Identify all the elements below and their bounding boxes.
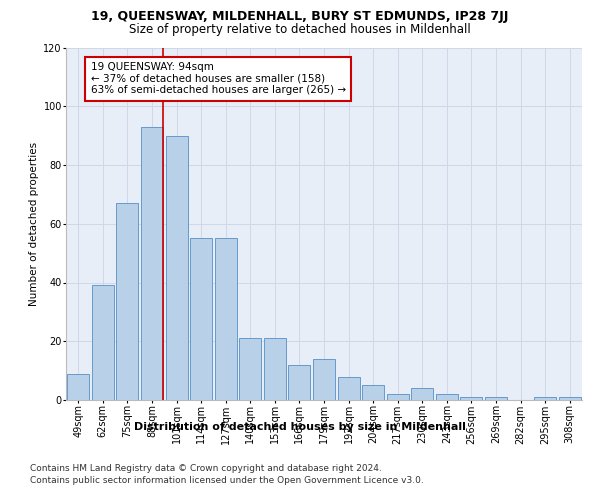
Bar	[141, 127, 163, 400]
Text: Size of property relative to detached houses in Mildenhall: Size of property relative to detached ho…	[129, 22, 471, 36]
Bar	[239, 338, 262, 400]
Bar	[116, 203, 139, 400]
Bar	[313, 359, 335, 400]
Bar	[534, 397, 556, 400]
Bar	[411, 388, 433, 400]
Bar	[92, 286, 114, 400]
Text: Contains public sector information licensed under the Open Government Licence v3: Contains public sector information licen…	[30, 476, 424, 485]
Bar	[559, 397, 581, 400]
Text: 19, QUEENSWAY, MILDENHALL, BURY ST EDMUNDS, IP28 7JJ: 19, QUEENSWAY, MILDENHALL, BURY ST EDMUN…	[91, 10, 509, 23]
Bar	[166, 136, 188, 400]
Y-axis label: Number of detached properties: Number of detached properties	[29, 142, 39, 306]
Bar	[460, 397, 482, 400]
Bar	[386, 394, 409, 400]
Bar	[289, 365, 310, 400]
Text: 19 QUEENSWAY: 94sqm
← 37% of detached houses are smaller (158)
63% of semi-detac: 19 QUEENSWAY: 94sqm ← 37% of detached ho…	[91, 62, 346, 96]
Bar	[264, 338, 286, 400]
Bar	[362, 386, 384, 400]
Bar	[67, 374, 89, 400]
Text: Contains HM Land Registry data © Crown copyright and database right 2024.: Contains HM Land Registry data © Crown c…	[30, 464, 382, 473]
Bar	[338, 376, 359, 400]
Bar	[485, 397, 507, 400]
Bar	[215, 238, 237, 400]
Bar	[190, 238, 212, 400]
Bar	[436, 394, 458, 400]
Text: Distribution of detached houses by size in Mildenhall: Distribution of detached houses by size …	[134, 422, 466, 432]
